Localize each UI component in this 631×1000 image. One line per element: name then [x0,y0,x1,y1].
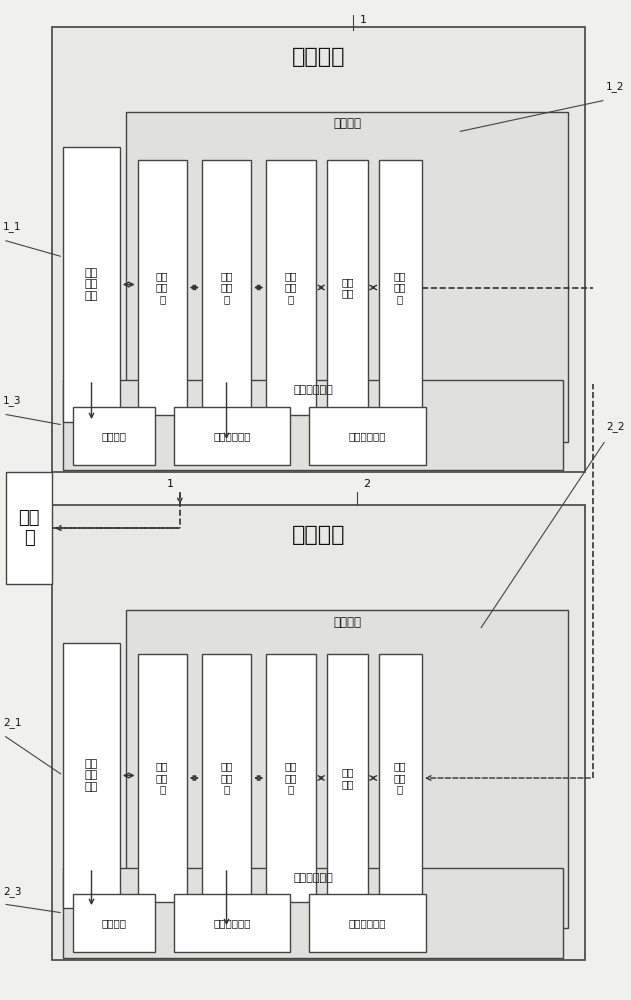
Bar [52,505,585,960]
Text: 1: 1 [360,15,367,25]
Bar [52,27,585,472]
Bar [73,407,155,465]
Bar [6,472,52,584]
Text: 1_3: 1_3 [3,395,21,406]
Bar [174,894,290,952]
Text: 数模
转换
器: 数模 转换 器 [156,761,168,795]
Text: 正交
混合
器: 正交 混合 器 [285,271,297,304]
Text: 1_1: 1_1 [3,221,21,232]
Bar [63,380,563,470]
Bar [63,147,120,422]
Bar [327,654,368,902]
Text: 2_3: 2_3 [3,886,21,897]
Bar [327,160,368,415]
Text: 射频模块: 射频模块 [333,117,361,130]
Text: 转压稳压模块: 转压稳压模块 [349,431,386,441]
Text: 2: 2 [363,479,370,489]
Text: 发送模块: 发送模块 [292,47,345,67]
Text: 1_2: 1_2 [606,81,624,92]
Bar [202,654,251,902]
Text: 转压稳压模块: 转压稳压模块 [349,918,386,928]
Text: 正交
混合
器: 正交 混合 器 [285,761,297,795]
Text: 低通
滤波
器: 低通 滤波 器 [220,271,233,304]
Bar [126,112,568,442]
Bar [266,654,316,902]
Text: 巴伦
芯片: 巴伦 芯片 [341,277,353,298]
Bar [266,160,316,415]
Text: 电源管理模块: 电源管理模块 [293,873,333,883]
Bar [174,407,290,465]
Bar [63,643,120,908]
Bar [309,407,426,465]
Text: 微控
制器
模块: 微控 制器 模块 [85,759,98,792]
Text: 接收模块: 接收模块 [292,525,345,545]
Text: 上位
机: 上位 机 [18,509,40,547]
Text: 微控
制器
模块: 微控 制器 模块 [85,268,98,301]
Text: 巴伦
芯片: 巴伦 芯片 [341,767,353,789]
Bar [73,894,155,952]
Text: 低通
滤波
器: 低通 滤波 器 [220,761,233,795]
Bar [202,160,251,415]
Text: 电池充电模块: 电池充电模块 [213,918,251,928]
Text: 「型
滤波
器: 「型 滤波 器 [394,761,406,795]
Text: 数模
转换
器: 数模 转换 器 [156,271,168,304]
Text: 电源管理模块: 电源管理模块 [293,385,333,395]
Text: 「型
滤波
器: 「型 滤波 器 [394,271,406,304]
Bar [138,160,187,415]
Text: 电池充电模块: 电池充电模块 [213,431,251,441]
Text: 电源接口: 电源接口 [101,431,126,441]
Text: 1: 1 [167,479,174,489]
Bar [63,868,563,958]
Bar [138,654,187,902]
Bar [309,894,426,952]
Bar [379,654,422,902]
Text: 2_1: 2_1 [3,717,21,728]
Bar [379,160,422,415]
Bar [126,610,568,928]
Text: 2_2: 2_2 [606,421,624,432]
Text: 射频模块: 射频模块 [333,615,361,629]
Text: 电源接口: 电源接口 [101,918,126,928]
